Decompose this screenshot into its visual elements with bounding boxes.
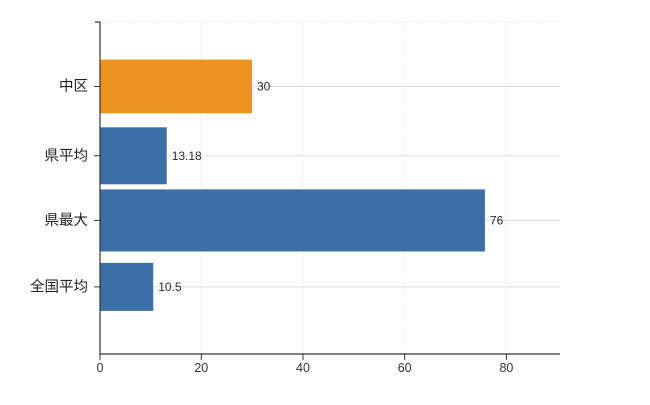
svg-text:76: 76 — [490, 213, 504, 227]
svg-text:中区: 中区 — [59, 78, 88, 95]
svg-text:0: 0 — [97, 361, 104, 375]
svg-text:13.18: 13.18 — [172, 149, 202, 163]
svg-text:20: 20 — [194, 361, 208, 375]
svg-text:60: 60 — [398, 361, 412, 375]
svg-text:県平均: 県平均 — [45, 147, 89, 164]
svg-text:県最大: 県最大 — [45, 212, 89, 229]
svg-text:80: 80 — [499, 361, 513, 375]
svg-text:10.5: 10.5 — [158, 280, 182, 294]
svg-text:30: 30 — [257, 80, 271, 94]
svg-text:40: 40 — [296, 361, 310, 375]
svg-text:全国平均: 全国平均 — [30, 277, 88, 295]
